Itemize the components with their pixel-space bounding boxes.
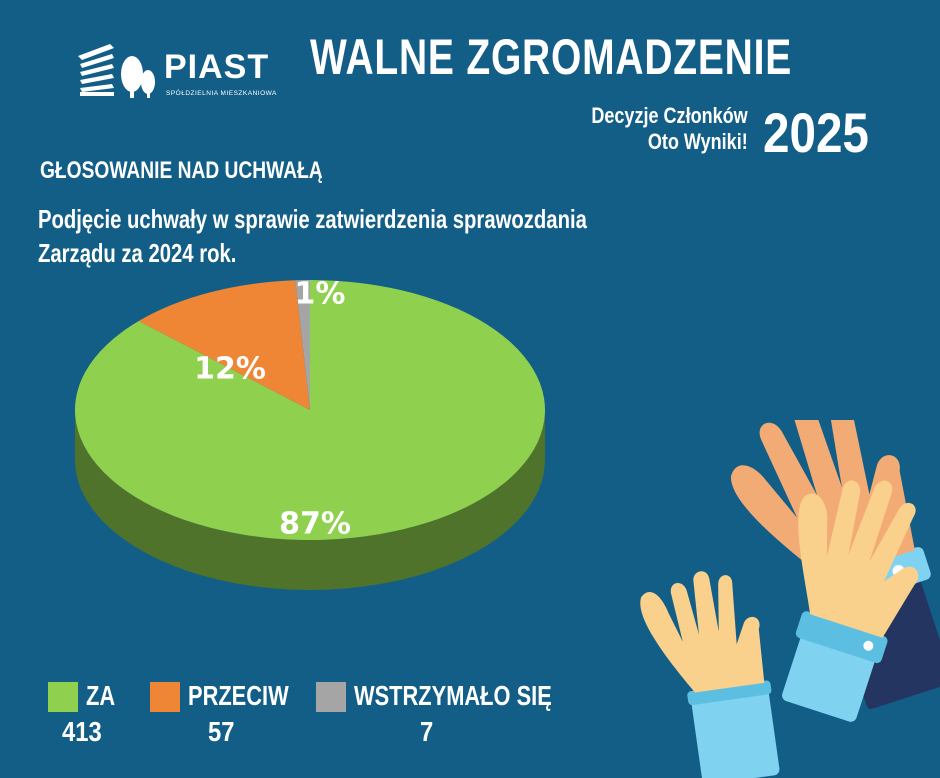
logo-name: PIAST	[164, 48, 270, 86]
pie-label-0: 87%	[279, 507, 351, 542]
pie-side-0	[75, 410, 545, 590]
legend-label-wstrzymalo: WSTRZYMAŁO SIĘ	[354, 680, 552, 711]
page-title: WALNE ZGROMADZENIE	[310, 29, 793, 85]
pie-label-2: 1%	[295, 277, 346, 312]
pie-slice-0	[74, 280, 545, 540]
subtitle-line-2: Oto Wyniki!	[648, 129, 748, 154]
building-tree-logo-icon	[78, 44, 155, 98]
legend-count-przeciw: 57	[208, 716, 235, 747]
resolution-question: Podjęcie uchwały w sprawie zatwierdzenia…	[38, 202, 587, 270]
legend-swatch-za	[48, 682, 78, 712]
legend-swatch-przeciw	[150, 682, 180, 712]
question-line-2: Zarządu za 2024 rok.	[38, 238, 237, 268]
section-heading: GŁOSOWANIE NAD UCHWAŁĄ	[40, 157, 323, 184]
raised-hands-illustration	[640, 420, 940, 778]
vote-pie-chart: 87% 12% 1%	[74, 277, 545, 590]
subtitle-line-1: Decyzje Członków	[591, 103, 748, 128]
pie-slice-1	[138, 280, 310, 410]
pie-label-1: 12%	[194, 352, 266, 387]
logo: PIAST SPÓŁDZIELNIA MIESZKANIOWA	[78, 40, 288, 102]
legend-count-za: 413	[62, 716, 102, 747]
question-line-1: Podjęcie uchwały w sprawie zatwierdzenia…	[38, 204, 587, 234]
logo-subtitle: SPÓŁDZIELNIA MIESZKANIOWA	[166, 90, 277, 97]
legend-count-wstrzymalo: 7	[420, 716, 434, 747]
hand-left	[640, 571, 780, 778]
legend-label-przeciw: PRZECIW	[188, 680, 289, 711]
legend-swatch-wstrzymalo	[316, 682, 346, 712]
hand-right	[782, 480, 919, 722]
legend-label-za: ZA	[86, 680, 116, 711]
year-label: 2025	[763, 101, 869, 164]
page-subtitle: Decyzje Członków Oto Wyniki!	[592, 103, 748, 155]
pie-slice-2	[295, 280, 310, 410]
